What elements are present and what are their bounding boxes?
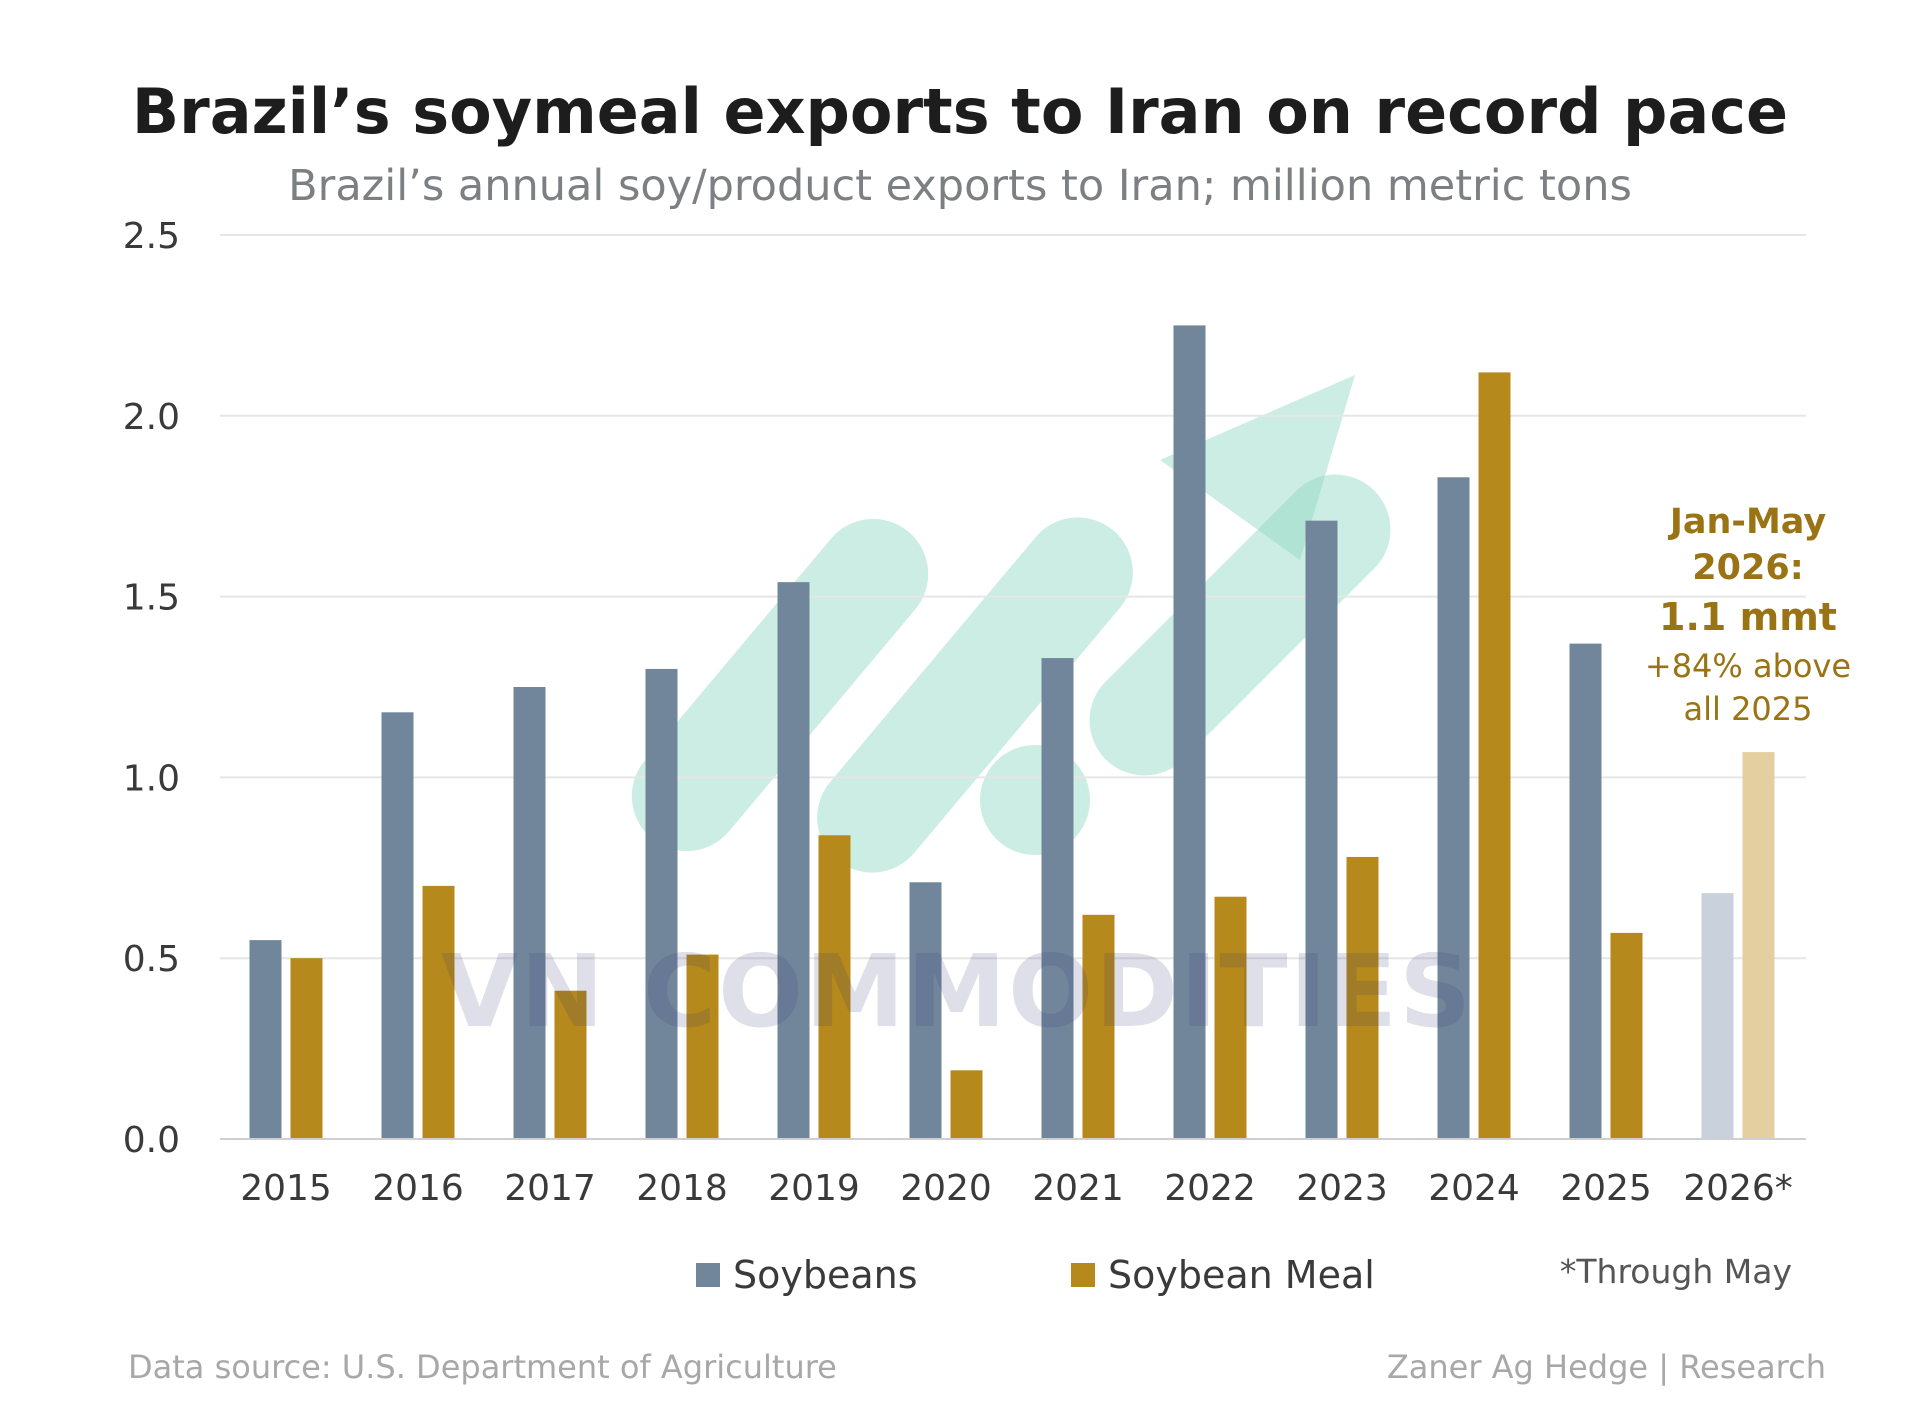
y-tick-label: 0.5	[123, 939, 180, 980]
bar-soybean-meal-2015	[290, 958, 323, 1139]
bar-soybean-meal-2020	[950, 1070, 983, 1139]
bar-soybeans-2016	[381, 712, 414, 1139]
bar-soybean-meal-2018	[686, 954, 719, 1139]
legend: Soybeans Soybean Meal	[696, 1253, 1375, 1297]
y-tick-label: 1.0	[123, 758, 180, 799]
chart-subtitle: Brazil’s annual soy/product exports to I…	[288, 161, 1632, 211]
chart-title: Brazil’s soymeal exports to Iran on reco…	[132, 75, 1788, 148]
bar-soybeans-2017	[513, 687, 546, 1139]
x-tick-label: 2021	[1032, 1168, 1124, 1209]
x-tick-label: 2023	[1296, 1168, 1388, 1209]
legend-swatch-soybean-meal	[1071, 1263, 1095, 1287]
credit: Zaner Ag Hedge | Research	[1387, 1348, 1826, 1386]
x-tick-label: 2018	[636, 1168, 728, 1209]
legend-label-soybeans: Soybeans	[733, 1253, 918, 1297]
x-tick-label: 2015	[240, 1168, 332, 1209]
annotation-line: 2026:	[1692, 548, 1803, 588]
annotation-line: Jan-May	[1668, 502, 1826, 542]
bar-soybeans-2026	[1701, 893, 1734, 1139]
data-source: Data source: U.S. Department of Agricult…	[128, 1348, 837, 1386]
x-tick-label: 2024	[1428, 1168, 1520, 1209]
x-axis-ticks: 2015 2016 2017 2018 2019 2020 2021 2022 2023 2024…	[240, 1168, 1793, 1209]
x-tick-label: 2020	[900, 1168, 992, 1209]
bar-soybeans-2025	[1569, 643, 1602, 1139]
bar-soybeans-2024	[1437, 477, 1470, 1140]
annotation-line: +84% above	[1645, 647, 1851, 685]
bar-soybeans-2021	[1041, 658, 1074, 1139]
bar-soybeans-2020	[909, 882, 942, 1139]
y-tick-label: 2.5	[123, 216, 180, 257]
legend-swatch-soybeans	[696, 1263, 720, 1287]
footnote: *Through May	[1560, 1252, 1792, 1291]
bar-soybeans-2019	[777, 582, 810, 1139]
legend-label-soybean-meal: Soybean Meal	[1108, 1253, 1375, 1297]
bar-soybean-meal-2019	[818, 835, 851, 1139]
bars	[249, 325, 1775, 1140]
bar-soybean-meal-2021	[1082, 914, 1115, 1139]
x-tick-label: 2022	[1164, 1168, 1256, 1209]
x-tick-label: 2019	[768, 1168, 860, 1209]
x-tick-label: 2017	[504, 1168, 596, 1209]
annotation-line: 1.1 mmt	[1659, 595, 1837, 639]
bar-soybeans-2015	[249, 940, 282, 1139]
x-tick-label: 2016	[372, 1168, 464, 1209]
annotation-2026: Jan-May 2026: 1.1 mmt +84% above all 2025	[1645, 502, 1851, 728]
y-tick-label: 1.5	[123, 578, 180, 619]
y-tick-label: 2.0	[123, 397, 180, 438]
x-tick-label: 2025	[1560, 1168, 1652, 1209]
bar-soybean-meal-2022	[1214, 896, 1247, 1139]
bar-soybean-meal-2023	[1346, 856, 1379, 1139]
bar-soybeans-2022	[1173, 325, 1206, 1139]
bar-soybeans-2018	[645, 668, 678, 1139]
watermark-logo-art	[631, 375, 1391, 873]
y-axis-ticks: 0.0 0.5 1.0 1.5 2.0 2.5	[123, 216, 180, 1161]
bar-soybean-meal-2016	[422, 885, 455, 1139]
bar-soybeans-2023	[1305, 520, 1338, 1139]
y-tick-label: 0.0	[123, 1120, 180, 1161]
annotation-line: all 2025	[1684, 690, 1813, 728]
gridlines	[220, 234, 1806, 960]
bar-soybean-meal-2017	[554, 990, 587, 1139]
watermark-text: VN COMMODITIES	[441, 933, 1473, 1050]
bar-soybean-meal-2025	[1610, 932, 1643, 1139]
bar-soybean-meal-2026	[1742, 752, 1775, 1139]
x-tick-label: 2026*	[1683, 1168, 1793, 1209]
bar-soybean-meal-2024	[1478, 372, 1511, 1140]
